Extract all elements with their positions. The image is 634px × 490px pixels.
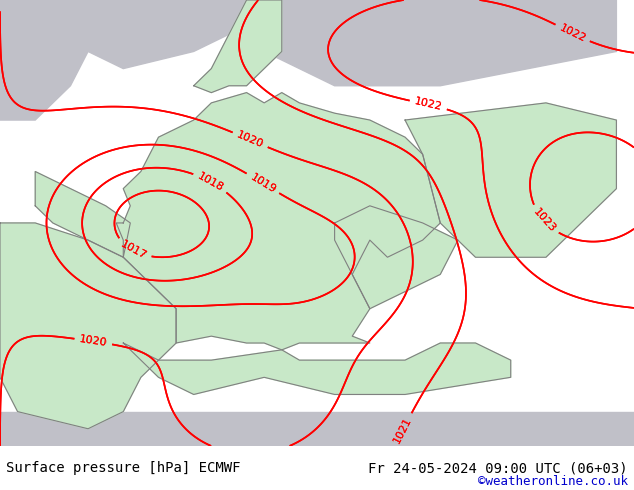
Text: 1021: 1021 [392, 416, 414, 445]
Text: 1018: 1018 [196, 171, 225, 193]
Polygon shape [0, 223, 176, 429]
Polygon shape [405, 103, 616, 257]
Polygon shape [0, 412, 634, 446]
Text: 1017: 1017 [119, 240, 148, 262]
Text: 1021: 1021 [392, 416, 414, 445]
Polygon shape [264, 0, 616, 86]
Polygon shape [335, 206, 458, 309]
Text: 1017: 1017 [119, 240, 148, 262]
Polygon shape [53, 0, 264, 69]
Text: 1018: 1018 [196, 171, 225, 193]
Text: 1022: 1022 [558, 23, 587, 44]
Text: 1023: 1023 [531, 207, 557, 235]
Polygon shape [123, 343, 511, 394]
Text: Surface pressure [hPa] ECMWF: Surface pressure [hPa] ECMWF [6, 462, 241, 475]
Text: 1022: 1022 [413, 97, 443, 113]
Text: 1022: 1022 [558, 23, 587, 44]
Text: 1020: 1020 [235, 130, 265, 150]
Text: 1020: 1020 [235, 130, 265, 150]
Polygon shape [194, 0, 281, 93]
Text: 1019: 1019 [249, 172, 278, 195]
Text: 1019: 1019 [249, 172, 278, 195]
Text: 1023: 1023 [531, 207, 557, 235]
Polygon shape [36, 172, 131, 257]
Text: 1022: 1022 [413, 97, 443, 113]
Polygon shape [116, 93, 440, 350]
Text: Fr 24-05-2024 09:00 UTC (06+03): Fr 24-05-2024 09:00 UTC (06+03) [368, 462, 628, 475]
Text: ©weatheronline.co.uk: ©weatheronline.co.uk [477, 475, 628, 488]
Text: 1020: 1020 [79, 334, 108, 348]
Text: 1020: 1020 [79, 334, 108, 348]
Polygon shape [0, 0, 88, 120]
